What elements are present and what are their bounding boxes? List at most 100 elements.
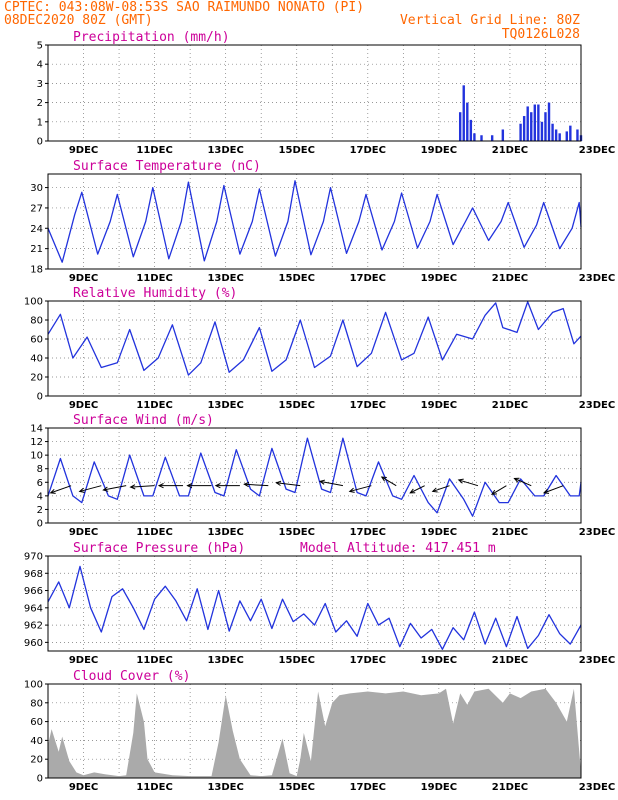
wind-arrow — [320, 480, 344, 487]
y-tick-label: 40 — [30, 736, 43, 747]
x-tick-label: 21DEC — [492, 782, 528, 793]
rh-line — [47, 301, 582, 376]
wind-arrow — [432, 485, 450, 492]
precip-bar — [551, 123, 554, 141]
x-tick-label: 11DEC — [136, 400, 172, 411]
precip-bar — [469, 119, 473, 141]
x-tick-label: 13DEC — [207, 655, 243, 666]
x-tick-label: 23DEC — [579, 782, 615, 793]
x-tick-label: 19DEC — [421, 273, 457, 284]
x-tick-label: 15DEC — [279, 273, 315, 284]
x-tick-label: 11DEC — [136, 145, 172, 156]
panel-title: Surface Wind (m/s) — [73, 413, 214, 428]
wind-arrowhead — [431, 487, 438, 493]
wind-arrow — [50, 485, 72, 494]
header-line1: CPTEC: 043:08W-08:53S SAO RAIMUNDO NONAT… — [4, 0, 364, 15]
wind-arrowhead — [490, 489, 498, 495]
panel-title: Precipitation (mm/h) — [73, 30, 230, 45]
precip-bar — [501, 129, 505, 141]
wind-arrowhead — [457, 478, 464, 484]
y-tick-label: 964 — [24, 603, 43, 614]
x-tick-label: 17DEC — [350, 400, 386, 411]
precip-bar — [533, 104, 537, 141]
x-tick-label: 11DEC — [136, 273, 172, 284]
panel-frame — [47, 44, 582, 142]
y-tick-label: 18 — [30, 265, 43, 276]
panel-title: Relative Humidity (%) — [73, 286, 237, 301]
x-tick-label: 9DEC — [69, 527, 98, 538]
x-tick-label: 23DEC — [579, 400, 615, 411]
pressure-line — [47, 565, 582, 650]
precip-bar — [480, 135, 483, 141]
x-tick-label: 13DEC — [207, 273, 243, 284]
x-tick-label: 21DEC — [492, 655, 528, 666]
y-tick-label: 3 — [37, 79, 43, 90]
x-tick-label: 11DEC — [136, 782, 172, 793]
precip-bar — [569, 125, 572, 141]
wind-arrow — [276, 482, 301, 487]
x-tick-label: 15DEC — [279, 782, 315, 793]
precip-bar — [537, 104, 540, 141]
y-tick-label: 970 — [24, 552, 43, 563]
header-date: 08DEC2020 80Z (GMT) — [4, 13, 153, 28]
wind-arrowhead — [318, 479, 326, 485]
wind-arrowhead — [78, 487, 85, 493]
wind-arrowhead — [102, 486, 109, 492]
x-tick-label: 13DEC — [207, 145, 243, 156]
y-tick-label: 10 — [30, 451, 43, 462]
header-model-id: TQ0126L028 — [502, 27, 580, 42]
x-tick-label: 9DEC — [69, 145, 98, 156]
precip-bar — [526, 106, 529, 141]
y-tick-label: 24 — [30, 224, 43, 235]
x-tick-label: 15DEC — [279, 145, 315, 156]
y-tick-label: 8 — [37, 464, 43, 475]
header-grid-info: Vertical Grid Line: 80Z — [400, 13, 580, 28]
panel-temp: Surface Temperature (nC) 18 21 24 27 30 9DEC 11… — [30, 159, 615, 284]
precip-bar — [547, 102, 551, 141]
precip-bar — [466, 102, 469, 141]
wind-arrowhead — [214, 483, 221, 489]
precip-bar — [473, 133, 476, 141]
precip-bar — [576, 129, 579, 141]
x-tick-label: 15DEC — [279, 655, 315, 666]
precip-bar — [554, 129, 558, 141]
model-altitude: Model Altitude: 417.451 m — [300, 541, 496, 556]
y-tick-label: 0 — [37, 392, 43, 403]
y-tick-label: 30 — [30, 183, 43, 194]
x-tick-label: 23DEC — [579, 655, 615, 666]
x-tick-label: 13DEC — [207, 782, 243, 793]
y-tick-label: 100 — [24, 297, 43, 308]
x-tick-label: 13DEC — [207, 527, 243, 538]
panel-cloud: Cloud Cover (%) 0 20 40 60 80 100 9DEC 11DEC 13DE… — [24, 669, 615, 793]
y-tick-label: 80 — [30, 316, 43, 327]
wind-arrowhead — [542, 488, 550, 494]
precip-bar — [519, 123, 522, 141]
y-tick-label: 12 — [30, 437, 43, 448]
precip-bar — [522, 116, 526, 141]
precip-bar — [530, 112, 533, 141]
wind-arrowhead — [49, 488, 56, 494]
wind-arrow — [514, 478, 532, 487]
wind-line — [47, 437, 582, 517]
wind-arrowhead — [186, 483, 193, 489]
y-tick-label: 14 — [30, 424, 43, 435]
wind-arrow — [130, 485, 155, 488]
panel-title: Surface Pressure (hPa) — [73, 541, 245, 556]
x-tick-label: 9DEC — [69, 655, 98, 666]
x-tick-label: 17DEC — [350, 273, 386, 284]
y-tick-label: 968 — [24, 569, 43, 580]
y-tick-label: 80 — [30, 698, 43, 709]
y-tick-label: 962 — [24, 621, 43, 632]
x-tick-label: 21DEC — [492, 527, 528, 538]
panel-rh: Relative Humidity (%) 0 20 40 60 80 100 9DEC 11D… — [24, 286, 615, 411]
x-tick-label: 17DEC — [350, 782, 386, 793]
precip-bar — [490, 135, 494, 141]
precip-bar — [458, 112, 462, 141]
y-tick-label: 60 — [30, 335, 43, 346]
temp-line — [47, 180, 582, 263]
wind-arrow — [381, 476, 397, 487]
x-tick-label: 23DEC — [579, 527, 615, 538]
panel-frame — [47, 555, 582, 652]
y-tick-label: 20 — [30, 755, 43, 766]
